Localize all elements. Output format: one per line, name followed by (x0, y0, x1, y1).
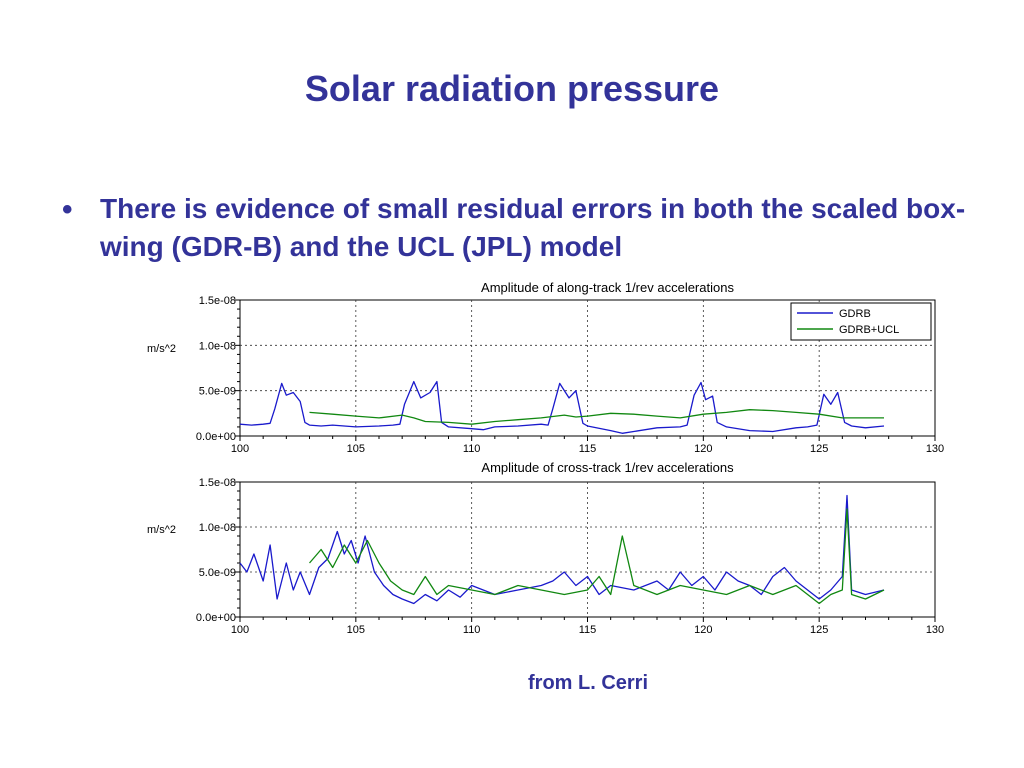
chart-title: Amplitude of cross-track 1/rev accelerat… (481, 460, 734, 475)
y-tick-label: 1.5e-08 (199, 477, 236, 489)
series-line-gdrb (239, 494, 885, 605)
x-tick-label: 100 (231, 624, 249, 636)
chart-1: Amplitude of along-track 1/rev accelerat… (147, 280, 944, 455)
legend-label: GDRB (839, 308, 871, 320)
y-tick-label: 1.5e-08 (199, 295, 236, 307)
legend: GDRB GDRB+UCL (790, 302, 932, 341)
x-tick-label: 120 (694, 624, 712, 636)
x-tick-label: 110 (463, 443, 481, 455)
x-tick-label: 110 (463, 624, 481, 636)
y-axis-label: m/s^2 (147, 524, 176, 536)
bullet-text: There is evidence of small residual erro… (100, 193, 966, 262)
y-tick-label: 1.0e-08 (199, 522, 236, 534)
chart-title: Amplitude of along-track 1/rev accelerat… (481, 280, 734, 295)
x-tick-label: 105 (347, 624, 365, 636)
series-line-gdrb-ucl (309, 508, 885, 605)
x-tick-label: 115 (579, 624, 597, 636)
x-tick-label: 115 (579, 443, 597, 455)
x-tick-label: 120 (694, 443, 712, 455)
chart-2: Amplitude of cross-track 1/rev accelerat… (147, 460, 944, 636)
y-tick-label: 1.0e-08 (199, 340, 236, 352)
bullet-item: • There is evidence of small residual er… (62, 190, 982, 266)
x-tick-label: 125 (810, 443, 828, 455)
series-line-gdrb (239, 380, 885, 434)
x-tick-label: 130 (926, 624, 944, 636)
x-tick-label: 105 (347, 443, 365, 455)
y-axis-label: m/s^2 (147, 343, 176, 355)
y-tick-label: 0.0e+00 (196, 431, 236, 443)
x-tick-label: 100 (231, 443, 249, 455)
legend-box (790, 302, 932, 341)
credit-text: from L. Cerri (528, 672, 649, 694)
x-tick-label: 130 (926, 443, 944, 455)
slide-title: Solar radiation pressure (304, 68, 720, 109)
y-tick-label: 0.0e+00 (196, 612, 236, 624)
series-line-gdrb-ucl (309, 409, 884, 425)
x-tick-label: 125 (810, 624, 828, 636)
y-tick-label: 5.0e-09 (199, 567, 236, 579)
legend-label: GDRB+UCL (839, 324, 899, 336)
y-tick-label: 5.0e-09 (199, 386, 236, 398)
bullet-marker: • (62, 193, 73, 226)
